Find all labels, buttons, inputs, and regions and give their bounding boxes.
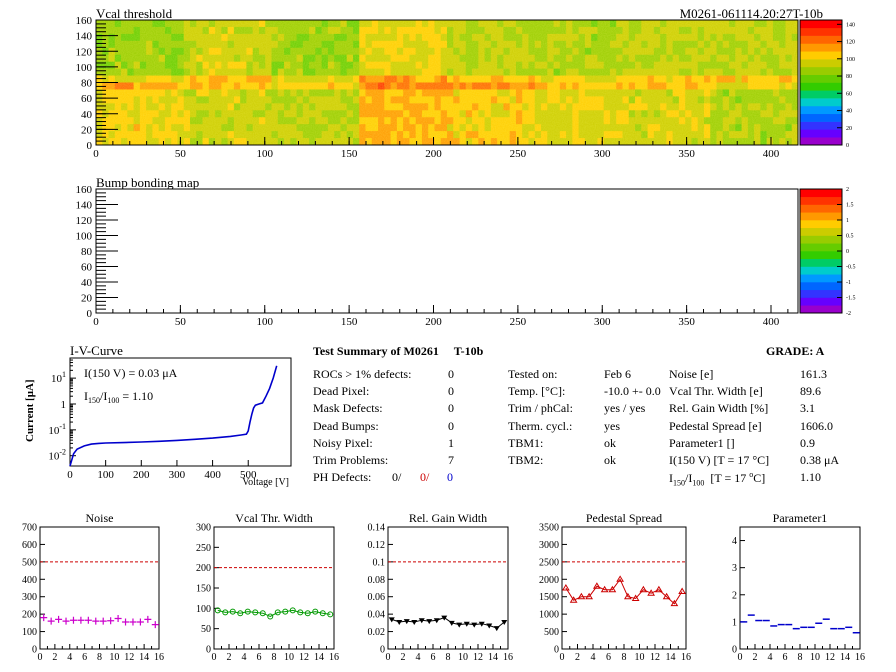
summary-value: 7 <box>448 453 454 467</box>
summary-value: 0 <box>448 418 454 433</box>
summary-label: Noisy Pixel: <box>313 435 373 450</box>
summary-label: Trim Problems: <box>313 453 389 467</box>
summary-value: 0.38 μA <box>800 453 840 467</box>
summary-label: I150/I100 [T = 17 oC] <box>669 470 766 488</box>
summary-value: -10.0 +- 0.0 <box>604 384 661 399</box>
summary-value: 1606.0 <box>800 418 833 433</box>
summary-value: yes / yes <box>604 401 646 416</box>
summary-label: Dead Bumps: <box>313 418 379 433</box>
grade-label: GRADE: A <box>766 344 825 358</box>
summary-title: Test Summary of M0261 T-10b <box>313 344 483 359</box>
summary-label: Rel. Gain Width [%] <box>669 401 769 416</box>
summary-value: 89.6 <box>800 384 821 399</box>
summary-value: 0.9 <box>800 435 815 450</box>
summary-value: 0 <box>448 401 454 416</box>
summary-label: I(150 V) [T = 17 °C] <box>669 453 770 467</box>
summary-label: Pedestal Spread [e] <box>669 418 762 433</box>
summary-value: 1.10 <box>800 470 821 484</box>
vcal-threshold-panel: Vcal threshold M0261-061114.20:27T-10b 0… <box>76 6 856 160</box>
summary-label: Vcal Thr. Width [e] <box>669 384 763 399</box>
summary-label: TBM1: <box>508 435 544 450</box>
vcal-map-title: Vcal threshold <box>96 6 173 21</box>
summary-label: ROCs > 1% defects: <box>313 367 412 381</box>
ph-defect-value: 0/ <box>420 470 430 484</box>
summary-label: Temp. [°C]: <box>508 384 566 399</box>
summary-value: 1 <box>448 435 454 450</box>
summary-label: Mask Defects: <box>313 401 383 416</box>
summary-value: 3.1 <box>800 401 815 416</box>
summary-value: Feb 6 <box>604 367 631 381</box>
summary-value: 0 <box>448 367 454 381</box>
ph-defect-value: 0/ <box>392 470 402 484</box>
summary-value: yes <box>604 418 620 433</box>
module-id-label: M0261-061114.20:27T-10b <box>680 6 823 21</box>
summary-label: Trim / phCal: <box>508 401 573 416</box>
ph-defects-label: PH Defects: <box>313 470 372 484</box>
ph-defects-row: PH Defects: <box>313 470 371 485</box>
summary-label: Noise [e] <box>669 367 714 381</box>
summary-label: Therm. cycl.: <box>508 418 573 433</box>
summary-value: ok <box>604 453 616 467</box>
summary-value: 0 <box>448 384 454 399</box>
summary-title-suffix: T-10b <box>453 344 484 358</box>
summary-value: 161.3 <box>800 367 827 381</box>
ph-defect-value: 0 <box>447 470 453 484</box>
summary-label: TBM2: <box>508 453 544 467</box>
summary-title-prefix: Test Summary of M0261 <box>313 344 439 358</box>
summary-label: Dead Pixel: <box>313 384 370 399</box>
summary-label: Tested on: <box>508 367 558 381</box>
summary-value: ok <box>604 435 616 450</box>
summary-label: Parameter1 [] <box>669 435 735 450</box>
